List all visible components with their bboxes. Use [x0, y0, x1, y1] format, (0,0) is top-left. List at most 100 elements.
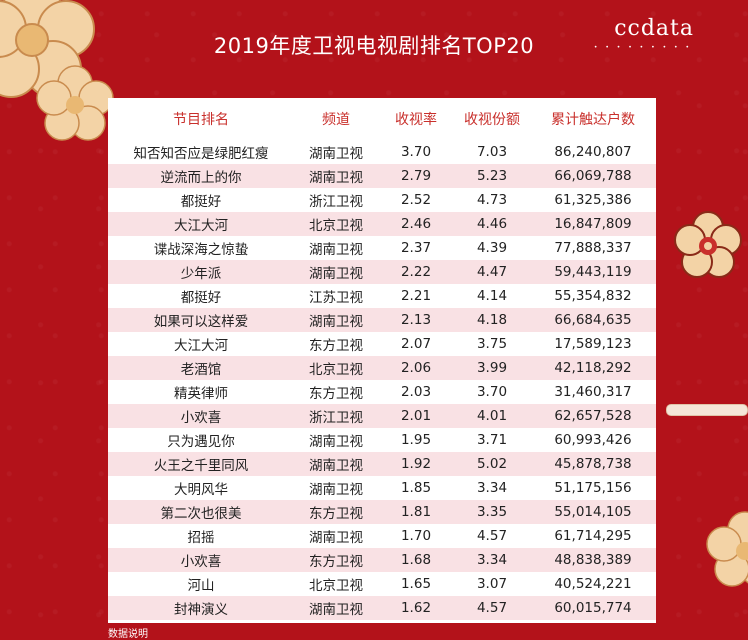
cell-rating: 1.85 [378, 476, 454, 500]
cell-reach: 86,240,807 [530, 140, 656, 164]
table-row: 如果可以这样爱 湖南卫视 2.13 4.18 66,684,635 [108, 308, 656, 332]
table-row: 小欢喜 浙江卫视 2.01 4.01 62,657,528 [108, 404, 656, 428]
cell-channel: 江苏卫视 [294, 284, 378, 308]
cell-program: 知否知否应是绿肥红瘦 [108, 140, 294, 164]
cell-share: 4.39 [454, 236, 530, 260]
cell-share: 3.35 [454, 500, 530, 524]
table-row: 少年派 湖南卫视 2.22 4.47 59,443,119 [108, 260, 656, 284]
cell-program: 大江大河 [108, 332, 294, 356]
table-row: 都挺好 江苏卫视 2.21 4.14 55,354,832 [108, 284, 656, 308]
table-row: 大江大河 东方卫视 2.07 3.75 17,589,123 [108, 332, 656, 356]
cell-channel: 湖南卫视 [294, 260, 378, 284]
cell-share: 3.34 [454, 548, 530, 572]
plum-blossom-left-icon [36, 65, 114, 141]
cell-share: 3.99 [454, 356, 530, 380]
cell-rating: 2.06 [378, 356, 454, 380]
table-row: 河山 北京卫视 1.65 3.07 40,524,221 [108, 572, 656, 596]
cell-rating: 1.95 [378, 428, 454, 452]
cell-share: 7.03 [454, 140, 530, 164]
cell-reach: 45,878,738 [530, 452, 656, 476]
cell-share: 4.57 [454, 596, 530, 620]
ranking-table: 节目排名 频道 收视率 收视份额 累计触达户数 知否知否应是绿肥红瘦 湖南卫视 3.… [108, 98, 656, 620]
cell-share: 5.02 [454, 452, 530, 476]
cell-rating: 2.46 [378, 212, 454, 236]
cell-reach: 55,014,105 [530, 500, 656, 524]
cell-share: 3.07 [454, 572, 530, 596]
cell-program: 逆流而上的你 [108, 164, 294, 188]
cell-channel: 湖南卫视 [294, 428, 378, 452]
table-row: 第二次也很美 东方卫视 1.81 3.35 55,014,105 [108, 500, 656, 524]
cell-program: 精英律师 [108, 380, 294, 404]
cell-share: 3.75 [454, 332, 530, 356]
cell-program: 火王之千里同风 [108, 452, 294, 476]
cell-channel: 湖南卫视 [294, 524, 378, 548]
cell-program: 只为遇见你 [108, 428, 294, 452]
cell-channel: 东方卫视 [294, 380, 378, 404]
cell-reach: 59,443,119 [530, 260, 656, 284]
cell-share: 3.70 [454, 380, 530, 404]
table-row: 大江大河 北京卫视 2.46 4.46 16,847,809 [108, 212, 656, 236]
cell-channel: 北京卫视 [294, 356, 378, 380]
cell-program: 大江大河 [108, 212, 294, 236]
brand-dots: • • • • • • • • • [593, 44, 692, 51]
cell-reach: 16,847,809 [530, 212, 656, 236]
cell-channel: 北京卫视 [294, 572, 378, 596]
cell-rating: 2.21 [378, 284, 454, 308]
cell-rating: 2.07 [378, 332, 454, 356]
header-channel: 频道 [294, 98, 378, 140]
plum-blossom-right-icon [674, 211, 742, 278]
cell-rating: 2.01 [378, 404, 454, 428]
plum-blossom-bottom-right-icon [706, 511, 748, 587]
cell-reach: 62,657,528 [530, 404, 656, 428]
cell-rating: 2.13 [378, 308, 454, 332]
brand-logo: ccdata [614, 16, 694, 41]
header-share: 收视份额 [454, 98, 530, 140]
table-row: 大明风华 湖南卫视 1.85 3.34 51,175,156 [108, 476, 656, 500]
page-title: 2019年度卫视电视剧排名TOP20 [213, 34, 535, 58]
cell-reach: 61,325,386 [530, 188, 656, 212]
cell-reach: 51,175,156 [530, 476, 656, 500]
cell-share: 4.46 [454, 212, 530, 236]
cell-channel: 湖南卫视 [294, 308, 378, 332]
table-row: 火王之千里同风 湖南卫视 1.92 5.02 45,878,738 [108, 452, 656, 476]
cell-share: 4.73 [454, 188, 530, 212]
cell-reach: 66,069,788 [530, 164, 656, 188]
cell-channel: 北京卫视 [294, 212, 378, 236]
header-reach: 累计触达户数 [530, 98, 656, 140]
cell-share: 4.01 [454, 404, 530, 428]
cell-reach: 31,460,317 [530, 380, 656, 404]
cell-share: 5.23 [454, 164, 530, 188]
table-header-row: 节目排名 频道 收视率 收视份额 累计触达户数 [108, 98, 656, 140]
cell-rating: 1.92 [378, 452, 454, 476]
cell-rating: 2.22 [378, 260, 454, 284]
table-row: 只为遇见你 湖南卫视 1.95 3.71 60,993,426 [108, 428, 656, 452]
cell-reach: 66,684,635 [530, 308, 656, 332]
cell-program: 老酒馆 [108, 356, 294, 380]
table-row: 封神演义 湖南卫视 1.62 4.57 60,015,774 [108, 596, 656, 620]
cell-rating: 1.70 [378, 524, 454, 548]
cell-share: 3.34 [454, 476, 530, 500]
table-row: 招摇 湖南卫视 1.70 4.57 61,714,295 [108, 524, 656, 548]
cell-channel: 湖南卫视 [294, 596, 378, 620]
cell-share: 4.47 [454, 260, 530, 284]
header-rating: 收视率 [378, 98, 454, 140]
cell-share: 4.57 [454, 524, 530, 548]
cell-share: 3.71 [454, 428, 530, 452]
cell-program: 如果可以这样爱 [108, 308, 294, 332]
cell-channel: 湖南卫视 [294, 140, 378, 164]
cell-channel: 湖南卫视 [294, 452, 378, 476]
cell-program: 招摇 [108, 524, 294, 548]
cell-program: 大明风华 [108, 476, 294, 500]
ranking-table-container: 节目排名 频道 收视率 收视份额 累计触达户数 知否知否应是绿肥红瘦 湖南卫视 3.… [108, 98, 656, 623]
cell-reach: 42,118,292 [530, 356, 656, 380]
cell-rating: 2.37 [378, 236, 454, 260]
table-row: 老酒馆 北京卫视 2.06 3.99 42,118,292 [108, 356, 656, 380]
cell-program: 小欢喜 [108, 404, 294, 428]
cell-channel: 湖南卫视 [294, 236, 378, 260]
cell-program: 河山 [108, 572, 294, 596]
table-row: 谍战深海之惊蛰 湖南卫视 2.37 4.39 77,888,337 [108, 236, 656, 260]
cell-reach: 17,589,123 [530, 332, 656, 356]
cell-share: 4.18 [454, 308, 530, 332]
cell-channel: 浙江卫视 [294, 404, 378, 428]
cell-share: 4.14 [454, 284, 530, 308]
